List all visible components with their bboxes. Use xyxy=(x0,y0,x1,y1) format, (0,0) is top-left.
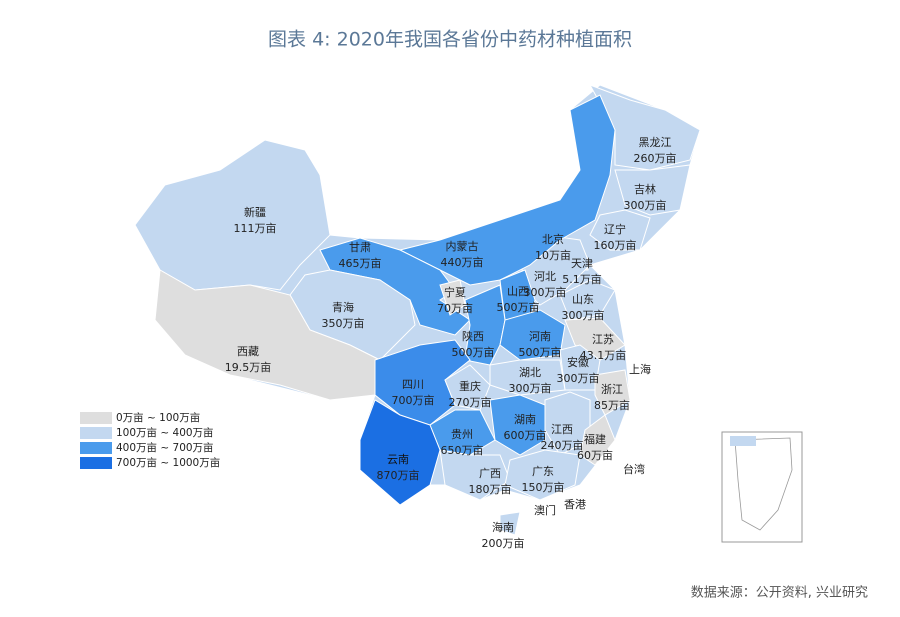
provinces xyxy=(134,84,701,536)
legend-label: 100万亩 ~ 400万亩 xyxy=(116,426,214,439)
province-value: 160万亩 xyxy=(594,238,637,252)
inset-land xyxy=(730,436,756,446)
province-name: 浙江 xyxy=(601,383,623,396)
province-value: 60万亩 xyxy=(577,448,613,462)
province-value: 260万亩 xyxy=(634,151,677,165)
province-shape xyxy=(614,164,691,216)
province-shape xyxy=(464,284,506,366)
legend-swatch xyxy=(80,427,112,439)
province-value: 500万亩 xyxy=(497,300,540,314)
province-name: 西藏 xyxy=(237,345,259,358)
province-shape xyxy=(499,309,566,361)
province-name: 重庆 xyxy=(459,379,481,393)
province-value: 300万亩 xyxy=(557,371,600,385)
province-name: 天津 xyxy=(571,257,593,270)
province-name: 青海 xyxy=(332,300,354,314)
source: 数据来源：公开资料, 兴业研究 xyxy=(691,586,868,601)
province-shape xyxy=(589,209,651,251)
province-value: 350万亩 xyxy=(322,316,365,330)
province-shape xyxy=(564,317,626,361)
province-value: 19.5万亩 xyxy=(225,360,272,374)
province-value: 600万亩 xyxy=(504,428,547,442)
legend: 0万亩 ~ 100万亩 100万亩 ~ 400万亩 400万亩 ~ 700万亩 700… xyxy=(80,411,220,469)
legend-swatch xyxy=(80,457,112,469)
province-value: 700万亩 xyxy=(392,393,435,407)
province-name: 山西 xyxy=(507,285,529,298)
province-value: 70万亩 xyxy=(437,301,473,315)
province-name: 甘肃 xyxy=(349,241,371,254)
province-name: 广东 xyxy=(532,465,554,478)
province-value: 500万亩 xyxy=(519,345,562,359)
province-value: 150万亩 xyxy=(522,480,565,494)
province-name: 河北 xyxy=(534,270,556,283)
province-name: 新疆 xyxy=(244,205,266,219)
province-name: 吉林 xyxy=(634,182,656,196)
province-shape xyxy=(499,511,521,536)
legend-swatch xyxy=(80,442,112,454)
province-value: 85万亩 xyxy=(594,398,630,412)
inset-frame xyxy=(721,431,803,543)
legend-label: 0万亩 ~ 100万亩 xyxy=(116,411,200,424)
province-value: 300万亩 xyxy=(509,381,552,395)
province-value: 240万亩 xyxy=(541,438,584,452)
province-name: 广西 xyxy=(479,467,501,480)
province-shape xyxy=(398,94,616,286)
inset-outline xyxy=(734,437,793,531)
province-name: 河南 xyxy=(529,330,551,343)
province-name: 云南 xyxy=(387,453,409,466)
labels: 黑龙江260万亩吉林300万亩辽宁160万亩北京10万亩天津5.1万亩河北300… xyxy=(225,136,677,550)
province-name: 澳门 xyxy=(534,503,556,517)
province-value: 440万亩 xyxy=(441,255,484,269)
province-shape xyxy=(439,279,466,316)
province-shape xyxy=(579,414,616,466)
province-value: 270万亩 xyxy=(449,395,492,409)
province-value: 500万亩 xyxy=(452,345,495,359)
province-name: 江苏 xyxy=(592,333,614,346)
province-value: 300万亩 xyxy=(562,308,605,322)
province-value: 650万亩 xyxy=(441,443,484,457)
province-name: 海南 xyxy=(492,520,514,534)
province-name: 安徽 xyxy=(567,355,589,369)
province-name: 江西 xyxy=(551,423,573,436)
province-name: 辽宁 xyxy=(604,222,626,236)
province-name: 上海 xyxy=(629,362,651,376)
province-value: 43.1万亩 xyxy=(580,348,627,362)
province-value: 10万亩 xyxy=(535,248,571,262)
province-name: 北京 xyxy=(542,232,564,246)
province-shape xyxy=(444,364,491,411)
province-shape xyxy=(588,84,701,171)
province-name: 山东 xyxy=(572,293,594,306)
province-name: 宁夏 xyxy=(444,285,466,299)
province-value: 870万亩 xyxy=(377,468,420,482)
province-name: 黑龙江 xyxy=(639,136,672,149)
province-name: 陕西 xyxy=(462,329,484,343)
province-shape xyxy=(489,359,566,396)
province-name: 香港 xyxy=(564,498,586,511)
province-shape xyxy=(559,279,616,321)
south-sea-inset xyxy=(721,431,803,543)
province-name: 四川 xyxy=(402,378,424,391)
legend-swatch xyxy=(80,412,112,424)
legend-label: 400万亩 ~ 700万亩 xyxy=(116,441,214,454)
province-shape xyxy=(504,449,581,501)
province-value: 300万亩 xyxy=(624,198,667,212)
legend-label: 700万亩 ~ 1000万亩 xyxy=(116,456,220,469)
province-name: 福建 xyxy=(584,432,606,446)
title: 图表 4: 2020年我国各省份中药材种植面积 xyxy=(268,29,632,51)
province-name: 湖北 xyxy=(519,366,541,379)
province-name: 内蒙古 xyxy=(446,239,479,253)
province-value: 465万亩 xyxy=(339,256,382,270)
province-name: 贵州 xyxy=(451,428,473,441)
province-name: 湖南 xyxy=(514,413,536,426)
province-value: 300万亩 xyxy=(524,285,567,299)
province-name: 台湾 xyxy=(623,462,645,476)
province-value: 111万亩 xyxy=(234,221,277,235)
province-value: 200万亩 xyxy=(482,536,525,550)
province-shape xyxy=(594,369,631,416)
province-value: 180万亩 xyxy=(469,482,512,496)
province-value: 5.1万亩 xyxy=(562,272,602,286)
